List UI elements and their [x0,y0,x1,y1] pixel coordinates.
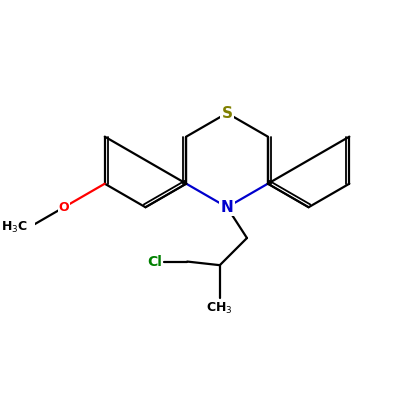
Text: CH$_3$: CH$_3$ [206,301,233,316]
Text: O: O [59,201,69,214]
Text: Cl: Cl [147,254,162,268]
Text: N: N [221,200,234,215]
Text: S: S [222,106,232,120]
Text: H$_3$C: H$_3$C [1,220,28,235]
